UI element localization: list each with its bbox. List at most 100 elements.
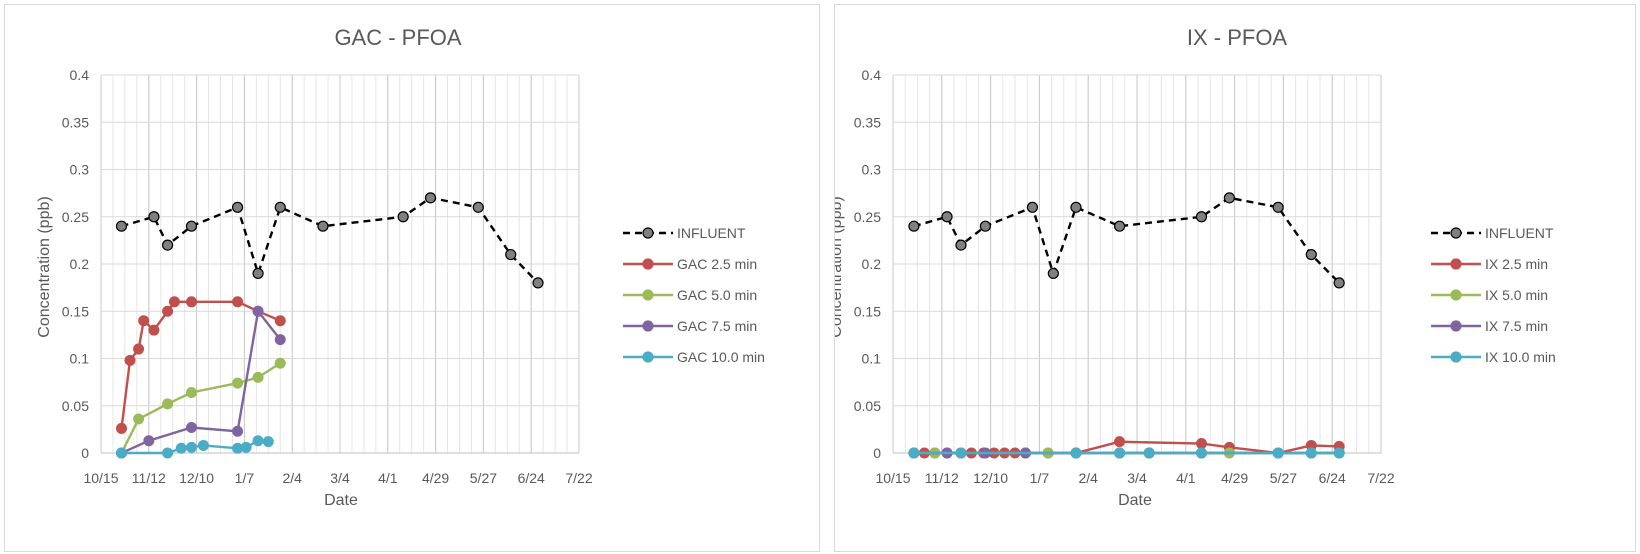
x-tick-label: 10/15 bbox=[875, 470, 910, 486]
data-point bbox=[115, 220, 128, 232]
data-point bbox=[274, 315, 286, 327]
data-point bbox=[1272, 201, 1284, 213]
y-tick-label: 0.1 bbox=[862, 351, 882, 367]
legend-label: GAC 2.5 min bbox=[677, 256, 757, 272]
x-tick-label: 7/22 bbox=[1367, 470, 1394, 486]
data-point bbox=[472, 201, 484, 213]
data-point bbox=[1114, 436, 1126, 448]
data-point bbox=[424, 192, 437, 204]
data-point bbox=[133, 343, 145, 355]
data-point bbox=[252, 371, 264, 383]
legend-label: IX 2.5 min bbox=[1485, 256, 1548, 272]
data-point bbox=[231, 201, 244, 213]
data-point bbox=[1333, 277, 1345, 289]
data-point bbox=[274, 201, 286, 213]
x-tick-label: 11/12 bbox=[132, 470, 166, 486]
data-point bbox=[185, 387, 197, 399]
data-point bbox=[162, 305, 174, 317]
legend-label: IX 7.5 min bbox=[1485, 318, 1548, 334]
y-tick-label: 0.15 bbox=[854, 303, 881, 319]
legend-item: GAC 5.0 min bbox=[623, 287, 757, 303]
data-point bbox=[143, 435, 155, 447]
data-point bbox=[274, 357, 286, 369]
y-tick-label: 0 bbox=[81, 445, 89, 461]
legend-label: IX 10.0 min bbox=[1485, 349, 1556, 365]
data-point bbox=[252, 305, 264, 317]
data-point bbox=[148, 211, 160, 223]
legend-item: IX 2.5 min bbox=[1431, 256, 1548, 272]
x-tick-label: 4/1 bbox=[1176, 470, 1196, 486]
data-point bbox=[232, 377, 244, 389]
data-point bbox=[1195, 447, 1207, 459]
legend-item: GAC 10.0 min bbox=[623, 349, 765, 365]
legend-item: INFLUENT bbox=[1431, 225, 1554, 241]
data-point bbox=[185, 441, 197, 453]
data-point bbox=[274, 334, 286, 346]
data-point bbox=[162, 447, 174, 459]
x-tick-label: 5/27 bbox=[1270, 470, 1297, 486]
y-tick-label: 0.05 bbox=[854, 398, 881, 414]
y-tick-label: 0.35 bbox=[62, 114, 89, 130]
y-tick-label: 0 bbox=[873, 445, 881, 461]
legend-label: INFLUENT bbox=[1485, 225, 1554, 241]
ix-pfoa-chart: IX - PFOA Date Concentration (ppb) 0 0.05… bbox=[834, 4, 1636, 552]
data-point bbox=[1143, 447, 1155, 459]
data-point bbox=[908, 220, 920, 232]
series-gac-5-0-min bbox=[115, 357, 286, 459]
gridlines bbox=[100, 74, 580, 454]
legend: INFLUENT GAC 2.5 min GAC 5.0 min GAC 7.5 mi… bbox=[623, 225, 765, 365]
data-point bbox=[397, 211, 409, 223]
legend-marker bbox=[1450, 258, 1462, 270]
x-tick-label: 5/27 bbox=[470, 470, 497, 486]
data-point bbox=[252, 435, 264, 447]
data-point bbox=[1272, 447, 1284, 459]
y-axis-title: Concentration (ppb) bbox=[36, 196, 53, 337]
x-tick-label: 12/10 bbox=[179, 470, 214, 486]
data-point bbox=[197, 439, 209, 451]
data-point bbox=[138, 315, 150, 327]
data-point bbox=[941, 211, 953, 223]
data-point bbox=[133, 413, 145, 425]
x-axis-title: Date bbox=[324, 492, 358, 509]
data-point bbox=[1305, 447, 1317, 459]
y-tick-label: 0.4 bbox=[862, 67, 882, 83]
legend-marker bbox=[642, 320, 654, 332]
y-tick-label: 0.3 bbox=[70, 162, 90, 178]
gac-pfoa-chart: GAC - PFOA Date Concentration (ppb) 0 0.0… bbox=[4, 4, 820, 552]
legend-marker bbox=[642, 351, 654, 363]
data-point bbox=[532, 277, 544, 289]
series-ix-10-0-min bbox=[908, 447, 1345, 459]
data-point bbox=[185, 220, 198, 232]
data-point bbox=[185, 421, 197, 433]
data-point bbox=[1195, 438, 1207, 450]
data-point bbox=[1114, 447, 1126, 459]
x-tick-label: 4/29 bbox=[1221, 470, 1248, 486]
y-tick-label: 0.25 bbox=[62, 209, 89, 225]
legend-item: INFLUENT bbox=[623, 225, 746, 241]
data-point bbox=[955, 239, 967, 251]
data-point bbox=[1047, 267, 1059, 280]
data-point bbox=[908, 447, 920, 459]
data-point bbox=[1195, 211, 1208, 223]
x-tick-label: 3/4 bbox=[330, 470, 350, 486]
legend: INFLUENT IX 2.5 min IX 5.0 min IX 7.5 min IX… bbox=[1431, 225, 1556, 365]
x-tick-label: 2/4 bbox=[1078, 470, 1098, 486]
data-point bbox=[955, 447, 967, 459]
data-point bbox=[317, 220, 329, 232]
data-point bbox=[185, 296, 197, 308]
x-tick-label: 1/7 bbox=[1030, 470, 1050, 486]
data-point bbox=[1333, 447, 1345, 459]
x-tick-label: 10/15 bbox=[83, 470, 118, 486]
legend-marker bbox=[1450, 227, 1462, 239]
y-tick-label: 0.4 bbox=[70, 67, 90, 83]
x-tick-label: 11/12 bbox=[925, 470, 959, 486]
chart-title: GAC - PFOA bbox=[334, 25, 461, 50]
data-point bbox=[124, 354, 136, 366]
y-tick-label: 0.1 bbox=[70, 351, 90, 367]
legend-label: GAC 7.5 min bbox=[677, 318, 757, 334]
legend-label: GAC 10.0 min bbox=[677, 349, 765, 365]
y-tick-label: 0.3 bbox=[862, 162, 882, 178]
legend-item: GAC 7.5 min bbox=[623, 318, 757, 334]
legend-item: GAC 2.5 min bbox=[623, 256, 757, 272]
legend-item: IX 5.0 min bbox=[1431, 287, 1548, 303]
